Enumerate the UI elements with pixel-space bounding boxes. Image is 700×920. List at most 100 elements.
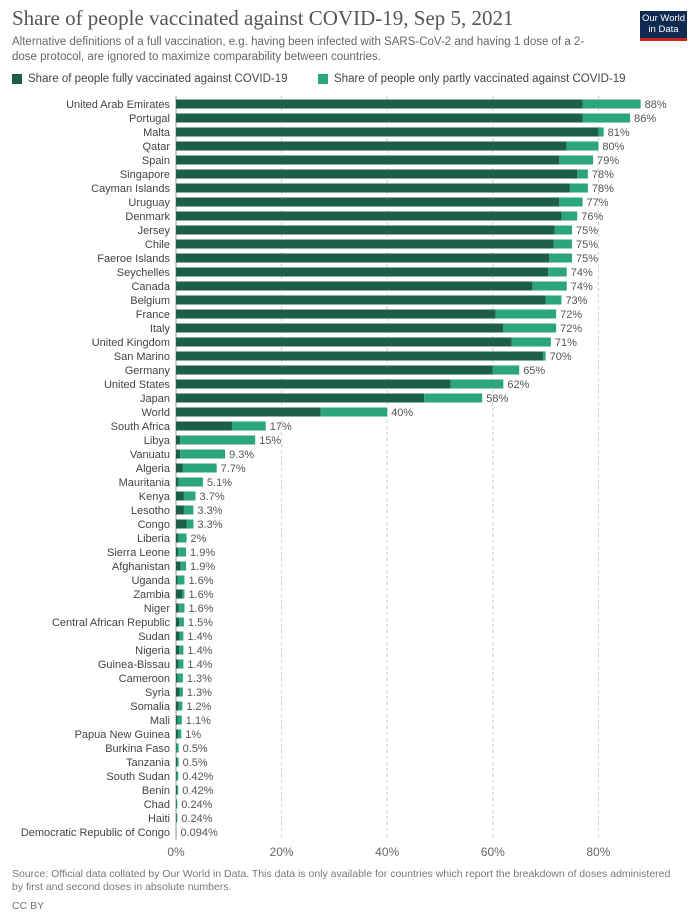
bar-fully-vaccinated[interactable]	[176, 702, 179, 711]
bar-fully-vaccinated[interactable]	[176, 128, 598, 137]
bar-fully-vaccinated[interactable]	[176, 366, 493, 375]
bar-partly-vaccinated[interactable]	[180, 688, 183, 697]
bar-fully-vaccinated[interactable]	[176, 800, 177, 809]
bar-fully-vaccinated[interactable]	[176, 352, 543, 361]
bar-partly-vaccinated[interactable]	[583, 114, 631, 123]
bar-partly-vaccinated[interactable]	[180, 450, 225, 459]
bar-fully-vaccinated[interactable]	[176, 464, 183, 473]
bar-partly-vaccinated[interactable]	[177, 772, 179, 781]
bar-fully-vaccinated[interactable]	[176, 548, 178, 557]
bar-fully-vaccinated[interactable]	[176, 478, 179, 487]
bar-partly-vaccinated[interactable]	[503, 324, 556, 333]
bar-partly-vaccinated[interactable]	[321, 408, 388, 417]
bar-fully-vaccinated[interactable]	[176, 744, 177, 753]
bar-partly-vaccinated[interactable]	[179, 702, 183, 711]
bar-fully-vaccinated[interactable]	[176, 296, 546, 305]
bar-partly-vaccinated[interactable]	[178, 716, 182, 725]
bar-fully-vaccinated[interactable]	[176, 436, 180, 445]
bar-partly-vaccinated[interactable]	[546, 296, 562, 305]
bar-fully-vaccinated[interactable]	[176, 100, 583, 109]
bar-fully-vaccinated[interactable]	[176, 408, 321, 417]
bar-partly-vaccinated[interactable]	[184, 506, 194, 515]
bar-fully-vaccinated[interactable]	[176, 562, 181, 571]
bar-partly-vaccinated[interactable]	[583, 100, 641, 109]
bar-partly-vaccinated[interactable]	[177, 800, 178, 809]
bar-fully-vaccinated[interactable]	[176, 758, 177, 767]
bar-partly-vaccinated[interactable]	[555, 226, 572, 235]
bar-partly-vaccinated[interactable]	[554, 240, 572, 249]
bar-partly-vaccinated[interactable]	[532, 282, 566, 291]
bar-partly-vaccinated[interactable]	[543, 352, 546, 361]
bar-fully-vaccinated[interactable]	[176, 184, 570, 193]
bar-partly-vaccinated[interactable]	[493, 366, 519, 375]
bar-fully-vaccinated[interactable]	[176, 114, 583, 123]
bar-fully-vaccinated[interactable]	[176, 310, 495, 319]
bar-partly-vaccinated[interactable]	[559, 198, 582, 207]
bar-partly-vaccinated[interactable]	[559, 156, 593, 165]
bar-fully-vaccinated[interactable]	[176, 282, 532, 291]
bar-fully-vaccinated[interactable]	[176, 814, 177, 823]
bar-partly-vaccinated[interactable]	[179, 604, 185, 613]
bar-fully-vaccinated[interactable]	[176, 534, 179, 543]
bar-partly-vaccinated[interactable]	[187, 520, 194, 529]
bar-partly-vaccinated[interactable]	[180, 436, 255, 445]
bar-fully-vaccinated[interactable]	[176, 618, 179, 627]
bar-fully-vaccinated[interactable]	[176, 506, 184, 515]
bar-fully-vaccinated[interactable]	[176, 590, 182, 599]
bar-partly-vaccinated[interactable]	[181, 562, 186, 571]
bar-partly-vaccinated[interactable]	[549, 254, 572, 263]
bar-partly-vaccinated[interactable]	[570, 184, 588, 193]
bar-partly-vaccinated[interactable]	[184, 492, 196, 501]
bar-fully-vaccinated[interactable]	[176, 772, 177, 781]
bar-partly-vaccinated[interactable]	[179, 534, 187, 543]
bar-fully-vaccinated[interactable]	[176, 254, 549, 263]
bar-fully-vaccinated[interactable]	[176, 492, 184, 501]
bar-fully-vaccinated[interactable]	[176, 450, 180, 459]
bar-fully-vaccinated[interactable]	[176, 730, 178, 739]
bar-partly-vaccinated[interactable]	[548, 268, 566, 277]
bar-partly-vaccinated[interactable]	[577, 170, 588, 179]
bar-partly-vaccinated[interactable]	[177, 758, 179, 767]
bar-fully-vaccinated[interactable]	[176, 632, 180, 641]
bar-partly-vaccinated[interactable]	[178, 674, 183, 683]
bar-fully-vaccinated[interactable]	[176, 338, 512, 347]
bar-partly-vaccinated[interactable]	[561, 212, 577, 221]
bar-partly-vaccinated[interactable]	[179, 478, 203, 487]
bar-fully-vaccinated[interactable]	[176, 268, 548, 277]
bar-fully-vaccinated[interactable]	[176, 226, 555, 235]
bar-partly-vaccinated[interactable]	[567, 142, 599, 151]
bar-fully-vaccinated[interactable]	[176, 212, 561, 221]
bar-partly-vaccinated[interactable]	[182, 590, 184, 599]
bar-partly-vaccinated[interactable]	[180, 632, 184, 641]
bar-partly-vaccinated[interactable]	[177, 744, 179, 753]
bar-partly-vaccinated[interactable]	[512, 338, 551, 347]
bar-partly-vaccinated[interactable]	[232, 422, 266, 431]
bar-fully-vaccinated[interactable]	[176, 142, 567, 151]
bar-partly-vaccinated[interactable]	[179, 660, 184, 669]
bar-partly-vaccinated[interactable]	[178, 730, 181, 739]
bar-partly-vaccinated[interactable]	[495, 310, 556, 319]
bar-partly-vaccinated[interactable]	[179, 646, 183, 655]
bar-fully-vaccinated[interactable]	[176, 716, 178, 725]
bar-fully-vaccinated[interactable]	[176, 604, 179, 613]
bar-fully-vaccinated[interactable]	[176, 422, 232, 431]
bar-fully-vaccinated[interactable]	[176, 240, 554, 249]
bar-fully-vaccinated[interactable]	[176, 520, 187, 529]
bar-partly-vaccinated[interactable]	[177, 786, 178, 795]
bar-partly-vaccinated[interactable]	[598, 128, 603, 137]
bar-partly-vaccinated[interactable]	[178, 548, 186, 557]
bar-fully-vaccinated[interactable]	[176, 198, 559, 207]
bar-fully-vaccinated[interactable]	[176, 646, 179, 655]
bar-fully-vaccinated[interactable]	[176, 324, 503, 333]
bar-partly-vaccinated[interactable]	[451, 380, 504, 389]
bar-fully-vaccinated[interactable]	[176, 156, 559, 165]
bar-fully-vaccinated[interactable]	[176, 786, 177, 795]
bar-fully-vaccinated[interactable]	[176, 660, 179, 669]
bar-partly-vaccinated[interactable]	[177, 814, 178, 823]
bar-fully-vaccinated[interactable]	[176, 674, 178, 683]
bar-fully-vaccinated[interactable]	[176, 688, 180, 697]
bar-partly-vaccinated[interactable]	[183, 464, 217, 473]
bar-fully-vaccinated[interactable]	[176, 380, 451, 389]
bar-partly-vaccinated[interactable]	[178, 576, 185, 585]
bar-fully-vaccinated[interactable]	[176, 394, 424, 403]
